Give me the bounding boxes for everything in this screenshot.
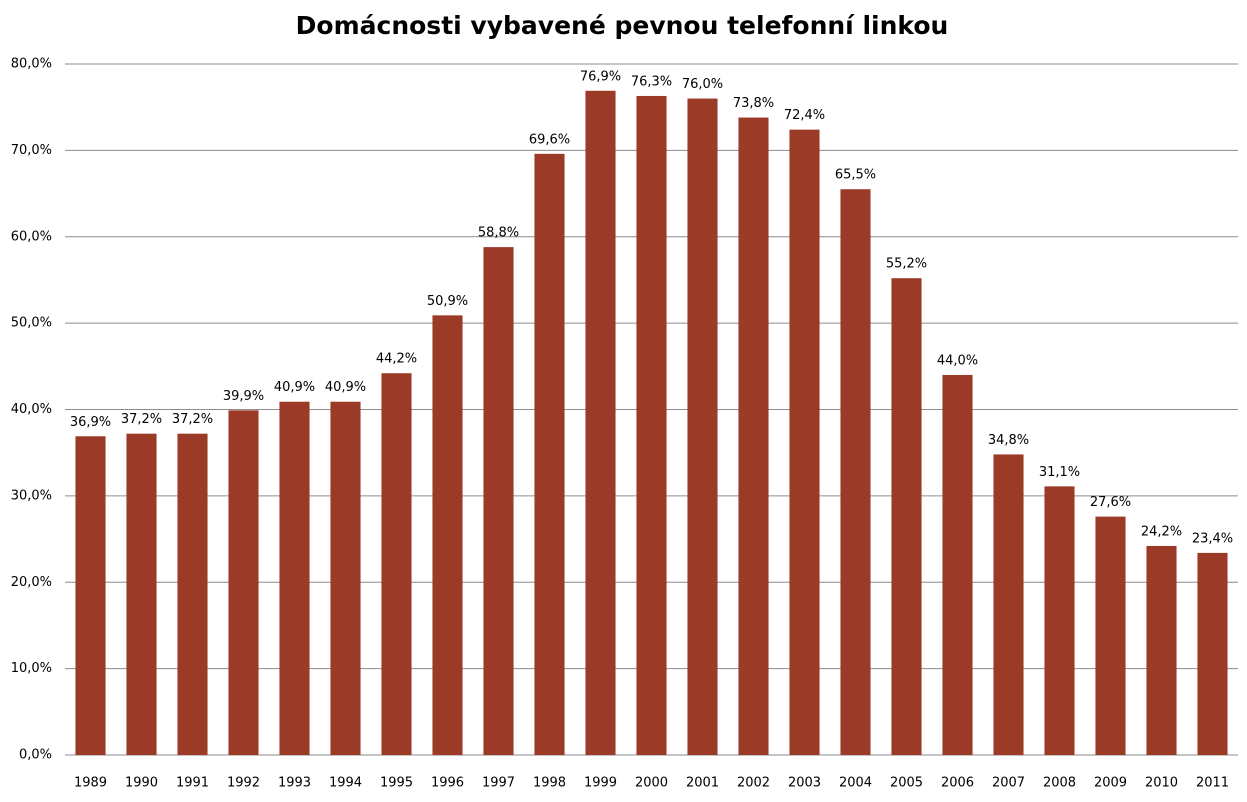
bar [789,129,820,755]
bar [993,454,1024,755]
data-label: 34,8% [988,433,1029,448]
bar [891,278,922,755]
data-label: 55,2% [886,257,927,272]
x-tick-label: 2004 [839,776,872,791]
x-tick-label: 2000 [635,776,668,791]
data-label: 27,6% [1090,495,1131,510]
bar [1146,545,1177,755]
x-tick-label: 1995 [380,776,413,791]
bar [840,189,871,755]
data-label: 37,2% [121,412,162,427]
bar [738,117,769,756]
data-label: 58,8% [478,226,519,241]
x-tick-label: 2011 [1196,776,1229,791]
data-label: 50,9% [427,294,468,309]
x-tick-label: 1996 [431,776,464,791]
data-label: 23,4% [1192,531,1233,546]
x-tick-label: 1998 [533,776,566,791]
y-tick-label: 50,0% [11,316,52,331]
bar [687,98,718,756]
data-label: 37,2% [172,412,213,427]
x-tick-label: 2009 [1094,776,1127,791]
x-tick-label: 2003 [788,776,821,791]
data-label: 24,2% [1141,524,1182,539]
x-tick-label: 2006 [941,776,974,791]
bar [75,436,106,755]
bar [483,247,514,756]
bar [228,410,259,755]
data-label: 76,9% [580,69,621,84]
y-tick-label: 10,0% [11,661,52,676]
data-label: 40,9% [274,380,315,395]
y-tick-label: 70,0% [11,143,52,158]
bar [330,401,361,755]
y-tick-label: 60,0% [11,229,52,244]
data-label: 69,6% [529,132,570,147]
data-label: 72,4% [784,108,825,123]
bar [177,433,208,755]
data-label: 44,2% [376,352,417,367]
data-label: 76,3% [631,74,672,89]
bar [1044,486,1075,755]
y-tick-label: 40,0% [11,402,52,417]
x-tick-label: 2002 [737,776,770,791]
data-label: 36,9% [70,415,111,430]
x-tick-label: 1993 [278,776,311,791]
bar [126,433,157,755]
y-tick-label: 30,0% [11,488,52,503]
bar [585,90,616,756]
bar [279,401,310,755]
data-label: 31,1% [1039,465,1080,480]
x-tick-label: 2010 [1145,776,1178,791]
data-label: 73,8% [733,96,774,111]
bar [432,315,463,755]
data-label: 44,0% [937,353,978,368]
bar [636,95,667,756]
x-tick-label: 2001 [686,776,719,791]
y-tick-label: 0,0% [19,748,52,763]
x-tick-label: 1990 [125,776,158,791]
bar [1197,552,1228,755]
bar [942,374,973,755]
chart-title: Domácnosti vybavené pevnou telefonní lin… [296,11,949,40]
x-tick-label: 1991 [176,776,209,791]
x-tick-label: 1994 [329,776,362,791]
x-tick-label: 2007 [992,776,1025,791]
bar [1095,516,1126,755]
x-tick-label: 1989 [74,776,107,791]
data-label: 40,9% [325,380,366,395]
x-tick-label: 1999 [584,776,617,791]
bar [534,153,565,755]
x-tick-label: 1992 [227,776,260,791]
x-tick-label: 2005 [890,776,923,791]
data-label: 39,9% [223,389,264,404]
data-label: 76,0% [682,77,723,92]
bar [381,373,412,755]
y-tick-label: 80,0% [11,57,52,72]
x-tick-label: 1997 [482,776,515,791]
x-tick-label: 2008 [1043,776,1076,791]
data-label: 65,5% [835,168,876,183]
y-tick-label: 20,0% [11,575,52,590]
